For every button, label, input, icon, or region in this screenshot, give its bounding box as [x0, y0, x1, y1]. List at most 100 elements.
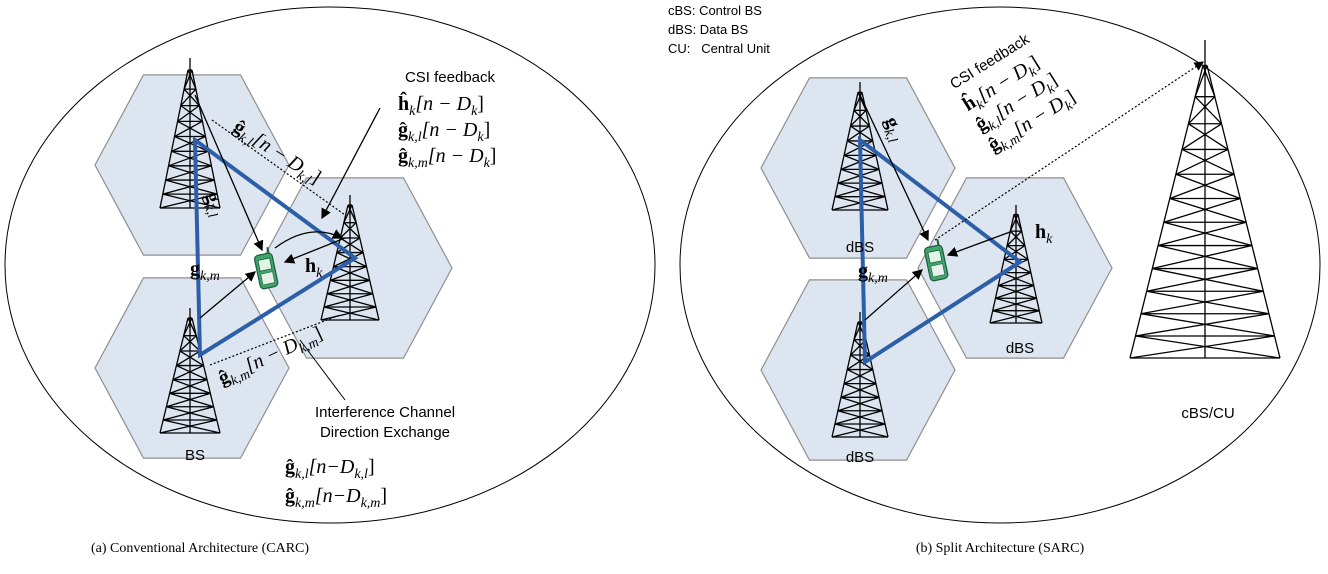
tower-brace	[995, 297, 1040, 312]
main: h	[1035, 221, 1046, 243]
tower-brace	[174, 120, 203, 138]
tower-brace	[171, 135, 206, 152]
tower-brace	[165, 179, 218, 195]
arg: [n−D	[309, 456, 355, 478]
tower-leg	[1017, 214, 1043, 324]
sub: k,l	[200, 202, 219, 220]
tower-brace	[831, 196, 886, 211]
sub: k,m	[408, 156, 428, 171]
tower-brace	[169, 379, 208, 394]
tower-brace	[343, 204, 353, 223]
feedback-arrow	[274, 229, 344, 249]
tower-brace	[1006, 245, 1029, 260]
legend-entry: CU: Central Unit	[668, 41, 770, 56]
main: ĝ	[285, 456, 295, 478]
formula: hk	[1035, 221, 1053, 247]
exchange-line	[211, 119, 346, 216]
legend-entry: cBS: Control BS	[668, 3, 762, 18]
tower-brace	[163, 406, 214, 421]
cooperation-triangle	[192, 135, 359, 359]
tower-brace	[1194, 65, 1208, 97]
cooperation-triangle	[857, 135, 1024, 366]
tower-brace	[853, 339, 870, 356]
hex-cell	[94, 277, 290, 459]
formula: ĝk,l[n − Dk]	[398, 119, 490, 145]
tower-brace	[1146, 267, 1258, 292]
tower-brace	[1135, 335, 1281, 359]
close: ]	[490, 145, 497, 167]
sub: k	[1046, 232, 1053, 247]
sub: k,m	[295, 496, 315, 511]
main: ĝ	[398, 119, 408, 141]
arg: [n − D	[428, 145, 484, 167]
tower-brace	[330, 279, 374, 295]
tower-brace	[180, 105, 203, 122]
tower-brace	[850, 125, 874, 142]
hex-cell	[94, 74, 290, 256]
main: g	[858, 260, 868, 282]
tower-brace	[1157, 244, 1258, 270]
channel-arrow	[859, 94, 929, 242]
tower-brace	[166, 392, 211, 408]
links	[192, 61, 1204, 401]
tower-leg	[831, 92, 859, 211]
tower-brace	[840, 154, 877, 170]
csi-block: CSI feedback ĥk[n − Dk] ĝk,l[n − Dk] ĝk,…	[947, 30, 1079, 156]
tower-brace	[1140, 313, 1275, 337]
tower-brace	[343, 222, 361, 239]
tower-brace	[837, 410, 886, 425]
channel-arrow	[946, 231, 1011, 257]
formula: ĝk,m[n−Dk,m]	[285, 485, 387, 511]
hex-cell	[760, 77, 956, 259]
arg-sub: k	[471, 104, 478, 119]
tower-brace	[187, 317, 197, 336]
tower-brace	[1188, 123, 1229, 151]
tower-leg	[191, 317, 221, 434]
tower-brace	[1129, 335, 1275, 359]
tower-brace	[183, 335, 201, 352]
tower-brace	[323, 293, 374, 308]
tower-leg	[1129, 65, 1204, 359]
tower-brace	[166, 406, 217, 421]
tower-leg	[159, 69, 189, 209]
tower-brace	[1187, 96, 1216, 125]
tower-brace	[320, 306, 377, 321]
tower-brace	[162, 193, 221, 209]
tower-brace	[846, 125, 870, 142]
tower-brace	[1009, 214, 1019, 232]
tower-brace	[1146, 290, 1270, 315]
close: ]	[380, 485, 387, 507]
tower-brace	[159, 193, 218, 209]
tower-leg	[159, 317, 189, 434]
tower-brace	[834, 410, 883, 425]
cell-boundary	[4, 6, 656, 524]
tower-brace	[837, 168, 880, 184]
tower-brace	[1135, 313, 1270, 337]
tower-brace	[176, 350, 201, 367]
tower-brace	[165, 165, 212, 181]
tower-brace	[843, 383, 880, 398]
caption: (a) Conventional Architecture (CARC)	[91, 541, 309, 556]
phone-screen	[257, 257, 273, 272]
tower-brace	[330, 266, 367, 281]
channel-arrow	[864, 269, 923, 321]
background-layer	[4, 6, 1321, 524]
exchange-line	[209, 314, 341, 366]
tower-brace	[159, 419, 217, 434]
phone-antenna	[936, 239, 940, 246]
tower-brace	[1152, 267, 1264, 292]
tower-brace	[1013, 214, 1023, 232]
tower-brace	[323, 306, 380, 321]
tower-brace	[172, 379, 211, 394]
sub: k,l	[880, 127, 899, 145]
tower-brace	[1194, 96, 1223, 125]
tower-leg	[351, 204, 380, 321]
tower-brace	[179, 350, 204, 367]
channel-arrow	[194, 94, 264, 252]
legend-entry: dBS: Data BS	[668, 22, 749, 37]
dbs-label: dBS	[1006, 340, 1034, 357]
tower-brace	[1006, 230, 1023, 247]
main: ĝ	[398, 145, 408, 167]
feedback-arrow	[934, 61, 1204, 241]
